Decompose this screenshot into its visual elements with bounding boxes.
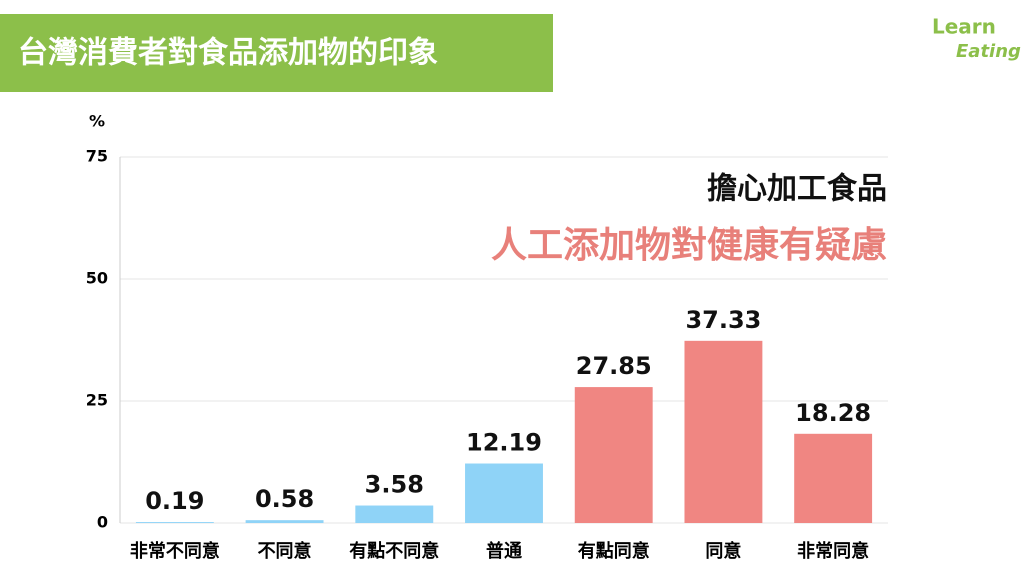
value-label: 3.58 (365, 471, 424, 499)
x-tick-label: 不同意 (258, 540, 312, 562)
bar (355, 505, 434, 523)
value-label: 18.28 (795, 399, 871, 427)
title-banner (0, 14, 553, 92)
bar (684, 340, 763, 523)
y-tick-label: 75 (86, 147, 108, 166)
chart-title: 台灣消費者對食品添加物的印象 (18, 36, 438, 71)
bar (135, 522, 214, 523)
x-tick-label: 同意 (705, 540, 741, 562)
value-label: 27.85 (576, 352, 652, 380)
bar (245, 520, 324, 523)
value-label: 0.19 (145, 487, 204, 515)
x-tick-label: 非常同意 (797, 540, 869, 562)
bar (574, 387, 653, 523)
y-tick-label: 0 (97, 513, 108, 532)
value-label: 0.58 (255, 485, 314, 513)
annotation: 擔心加工食品 (707, 172, 887, 207)
annotation: 人工添加物對健康有疑慮 (491, 224, 887, 266)
x-tick-label: 非常不同意 (130, 540, 220, 562)
logo-line1: Learn (932, 15, 996, 39)
y-axis-label: % (89, 112, 105, 131)
x-tick-label: 有點同意 (578, 540, 650, 562)
logo-line2: Eating (956, 41, 1021, 62)
value-label: 37.33 (685, 306, 761, 334)
value-label: 12.19 (466, 429, 542, 457)
y-tick-label: 25 (86, 391, 108, 410)
bar (794, 433, 873, 523)
x-tick-label: 普通 (486, 540, 522, 562)
bar (465, 463, 543, 523)
x-tick-label: 有點不同意 (349, 540, 439, 562)
y-tick-label: 50 (86, 269, 108, 288)
